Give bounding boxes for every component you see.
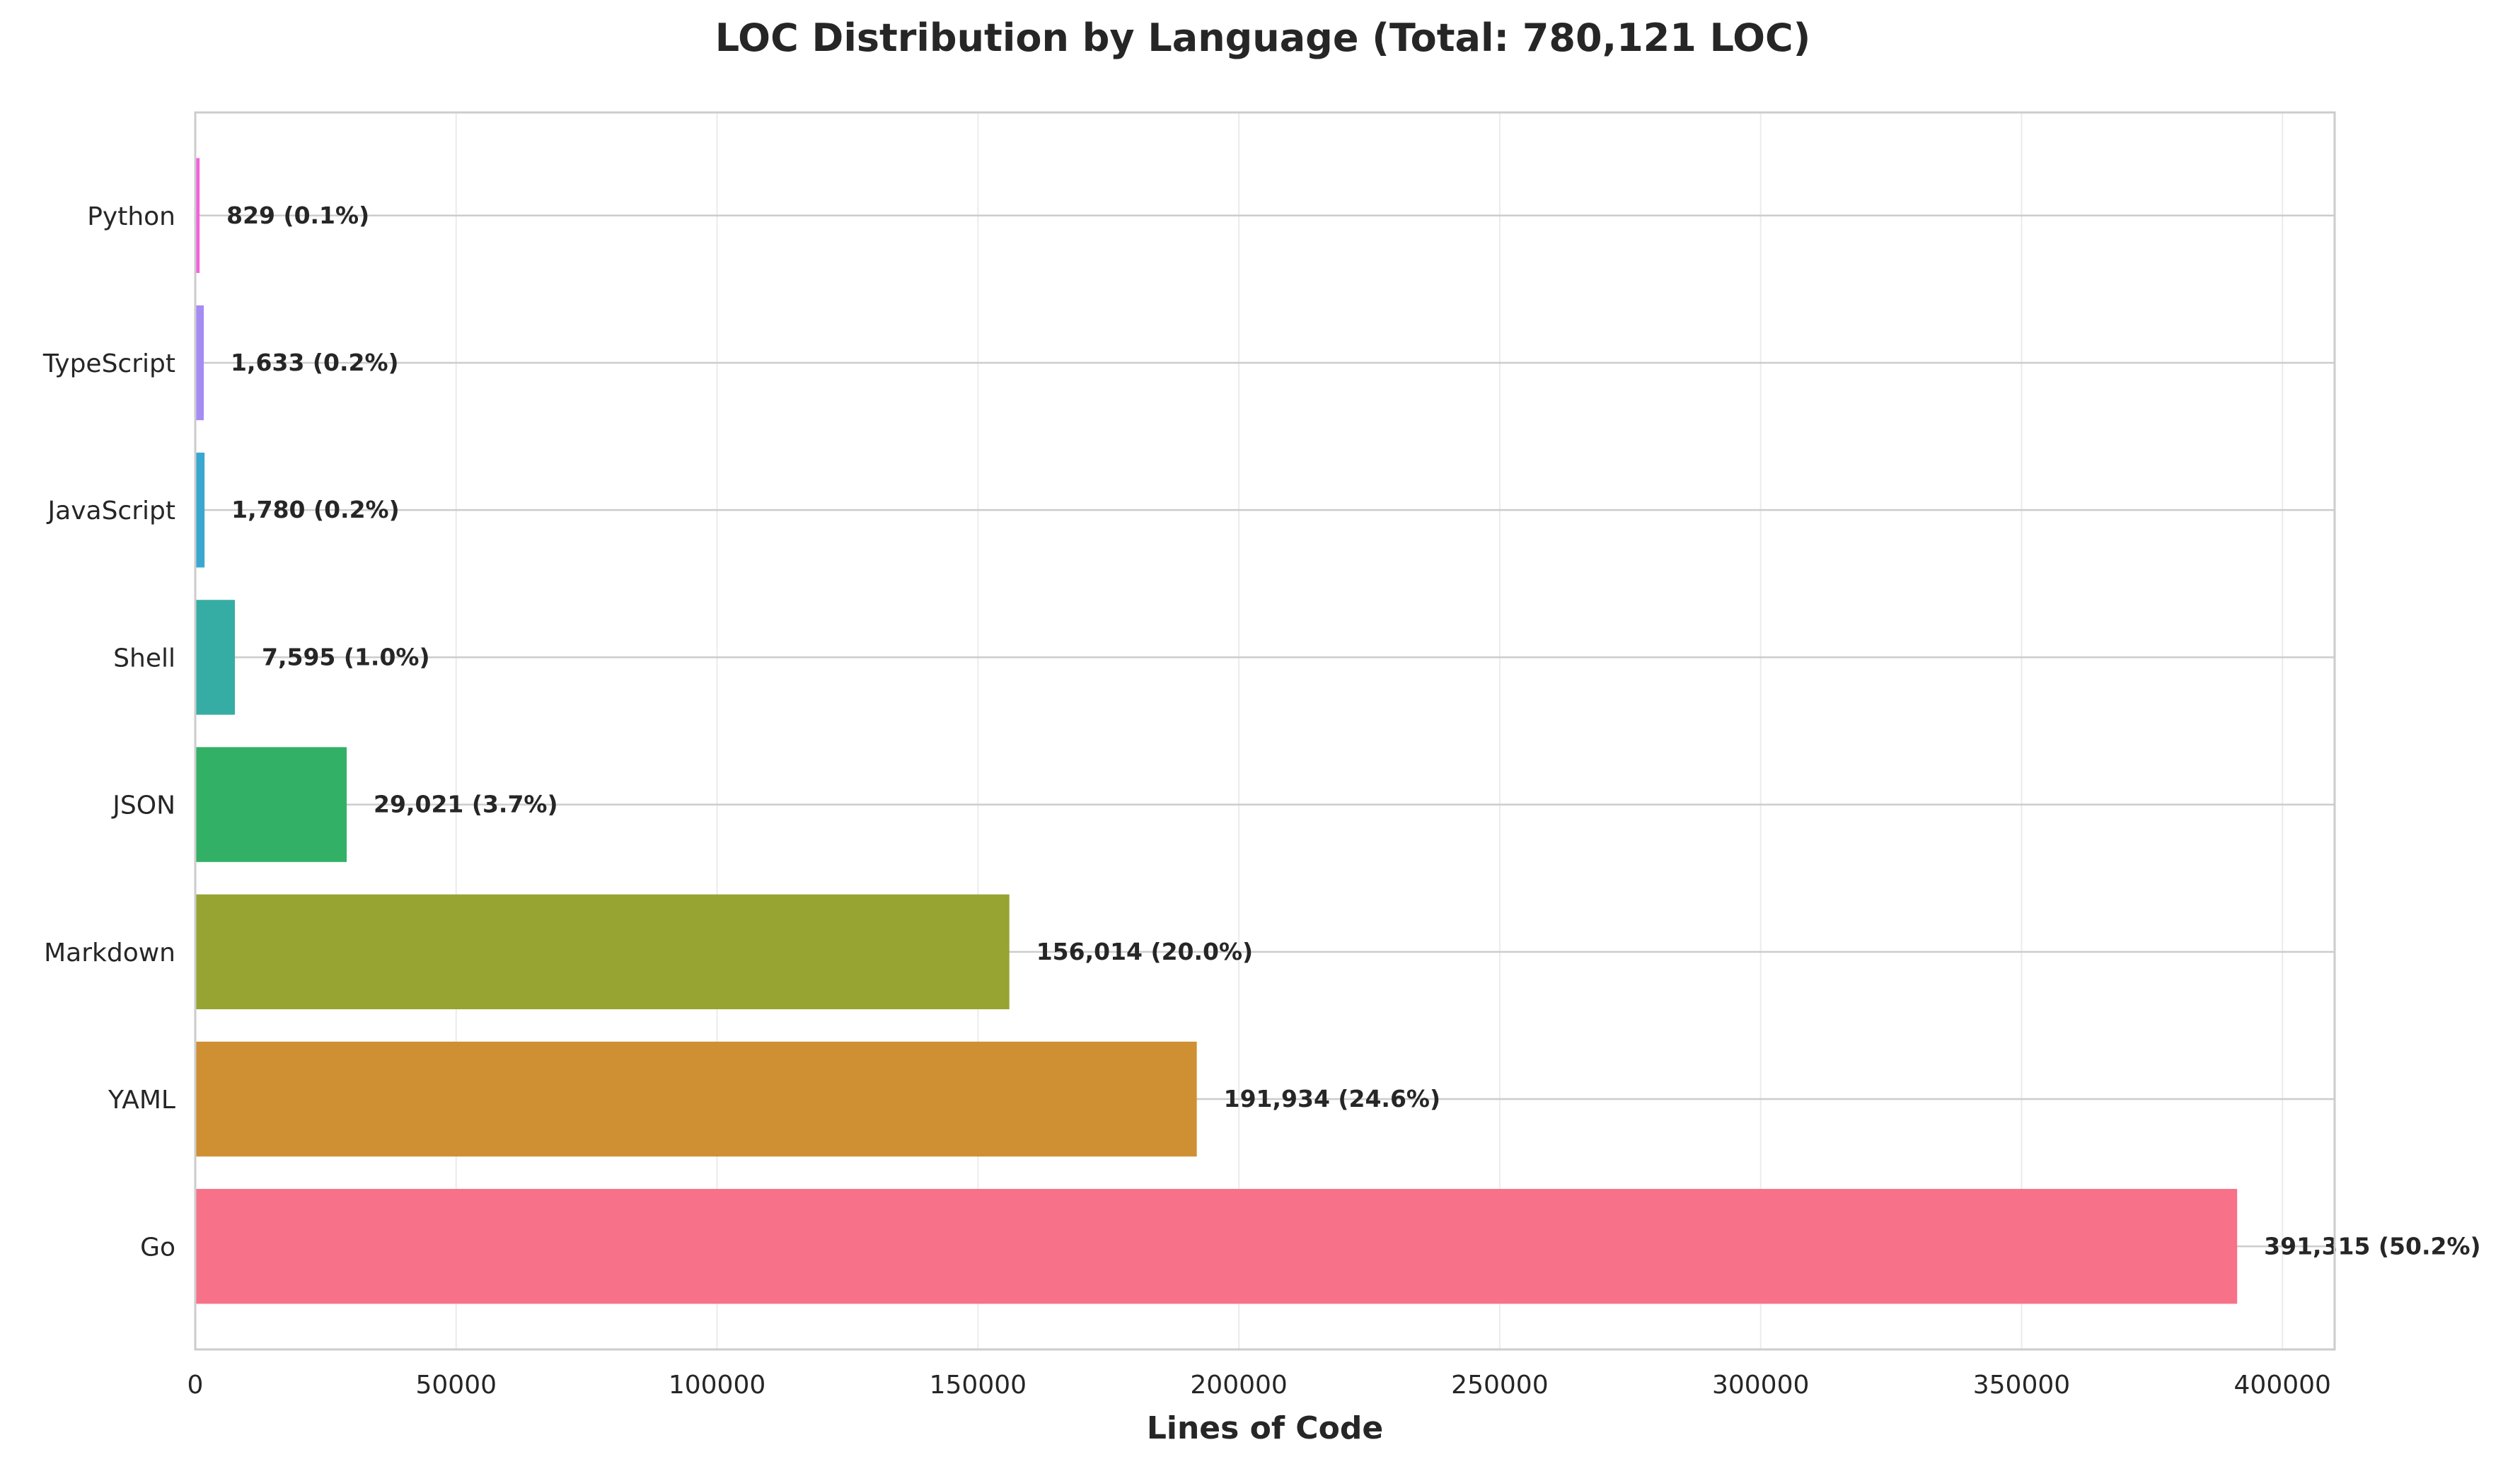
bar-shell xyxy=(195,600,236,715)
value-label: 29,021 (3.7%) xyxy=(374,791,558,818)
y-tick-label: Markdown xyxy=(44,939,175,968)
labels-layer: 0 50000 100000 150000 200000 250000 300000 3500… xyxy=(42,202,2481,1400)
x-axis-label: Lines of Code xyxy=(1147,1410,1383,1446)
x-tick-label: 350000 xyxy=(1973,1371,2070,1400)
chart-title: LOC Distribution by Language (Total: 780… xyxy=(715,16,1811,60)
bar-markdown xyxy=(195,894,1010,1010)
x-tick-label: 50000 xyxy=(416,1371,497,1400)
x-tick-label: 150000 xyxy=(930,1371,1027,1400)
bar-yaml xyxy=(195,1041,1197,1157)
bar-javascript xyxy=(195,452,205,568)
plot-frame xyxy=(194,111,2336,1351)
y-tick-label: JavaScript xyxy=(47,496,175,525)
value-label: 829 (0.1%) xyxy=(226,202,369,229)
bars-layer xyxy=(195,158,2238,1304)
value-label: 7,595 (1.0%) xyxy=(262,643,430,670)
value-label: 156,014 (20.0%) xyxy=(1036,938,1253,965)
x-tick-label: 100000 xyxy=(669,1371,765,1400)
bar-typescript xyxy=(195,305,204,421)
bar-json xyxy=(195,747,347,862)
x-tick-label: 250000 xyxy=(1451,1371,1548,1400)
grid-layer xyxy=(195,112,2335,1349)
y-tick-label: Python xyxy=(87,202,175,231)
x-tick-label: 200000 xyxy=(1190,1371,1287,1400)
value-label: 1,633 (0.2%) xyxy=(231,349,399,376)
y-tick-label: JSON xyxy=(111,791,175,820)
value-label: 191,934 (24.6%) xyxy=(1224,1085,1440,1112)
y-tick-label: YAML xyxy=(108,1086,175,1115)
y-tick-label: Go xyxy=(140,1233,175,1262)
value-label: 391,315 (50.2%) xyxy=(2264,1232,2480,1260)
x-tick-label: 0 xyxy=(187,1371,204,1400)
y-tick-label: TypeScript xyxy=(42,349,175,378)
x-tick-label: 300000 xyxy=(1712,1371,1809,1400)
y-tick-label: Shell xyxy=(113,644,175,673)
bar-go xyxy=(195,1189,2238,1304)
x-tick-label: 400000 xyxy=(2234,1371,2331,1400)
value-label: 1,780 (0.2%) xyxy=(231,496,400,523)
bar-python xyxy=(195,158,200,273)
